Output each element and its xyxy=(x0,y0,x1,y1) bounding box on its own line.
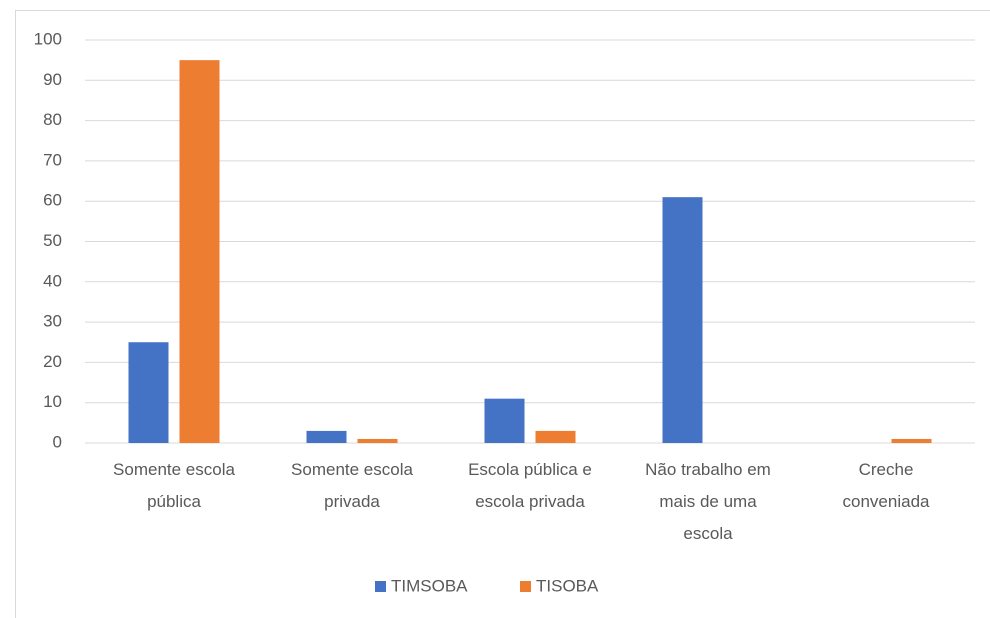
legend-marker xyxy=(520,581,531,592)
bar xyxy=(306,430,347,443)
y-tick-label: 30 xyxy=(43,312,62,331)
y-tick-label: 20 xyxy=(43,352,62,371)
legend-marker xyxy=(375,581,386,592)
chart-frame xyxy=(15,10,990,618)
y-tick-label: 10 xyxy=(43,392,62,411)
bar xyxy=(179,60,220,444)
legend-label: TISOBA xyxy=(536,576,599,595)
x-tick-label: Escola pública e escola privada xyxy=(468,460,592,511)
x-tick-label: Não trabalho em mais de uma escola xyxy=(645,460,771,543)
y-tick-label: 0 xyxy=(53,432,62,451)
x-tick-label: Somente escola privada xyxy=(291,460,413,511)
y-tick-label: 90 xyxy=(43,70,62,89)
x-tick-label: Somente escola pública xyxy=(113,460,235,511)
bar xyxy=(357,438,398,443)
y-tick-label: 50 xyxy=(43,231,62,250)
legend-label: TIMSOBA xyxy=(391,576,468,595)
bar xyxy=(891,438,932,443)
y-tick-label: 70 xyxy=(43,150,62,169)
y-tick-label: 80 xyxy=(43,110,62,129)
y-tick-label: 100 xyxy=(34,29,62,48)
bar xyxy=(128,342,169,443)
y-tick-label: 60 xyxy=(43,191,62,210)
bar xyxy=(484,398,525,443)
bar xyxy=(535,430,576,443)
bar xyxy=(662,197,703,443)
y-tick-label: 40 xyxy=(43,271,62,290)
x-tick-label: Creche conveniada xyxy=(842,460,930,511)
